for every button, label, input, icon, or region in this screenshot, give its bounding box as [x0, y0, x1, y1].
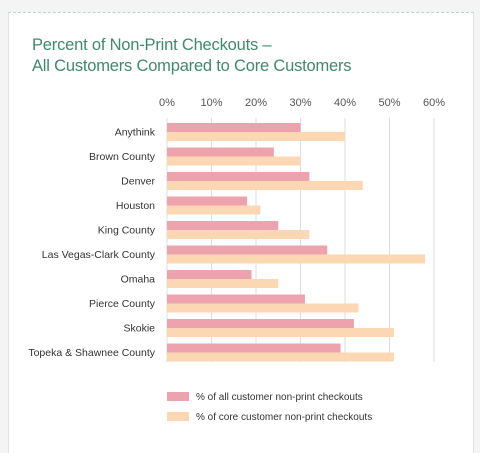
x-tick-label: 20% [245, 97, 267, 109]
legend-label-core-customers: % of core customer non-print checkouts [196, 412, 372, 423]
x-tick-label: 10% [200, 97, 222, 109]
bar-all-customers [167, 245, 328, 255]
bar-all-customers [167, 221, 279, 230]
category-label: Topeka & Shawnee County [28, 347, 155, 359]
chart-title: Percent of Non-Print Checkouts – All Cus… [32, 35, 352, 77]
x-tick-label: 60% [423, 97, 445, 109]
x-tick-label: 40% [334, 97, 356, 109]
bar-all-customers [167, 196, 248, 206]
x-tick-label: 30% [289, 97, 311, 109]
bar-all-customers [167, 172, 310, 181]
bar-core-customers [167, 205, 261, 215]
bar-all-customers [167, 343, 341, 353]
chart-title-line-2: All Customers Compared to Core Customers [32, 57, 352, 75]
category-label: Denver [121, 176, 155, 188]
bar-all-customers [167, 123, 301, 132]
bar-core-customers [167, 352, 394, 362]
legend-label-all-customers: % of all customer non-print checkouts [196, 392, 363, 403]
category-label: Pierce County [89, 298, 156, 310]
bar-core-customers [167, 156, 301, 166]
bar-core-customers [167, 328, 394, 337]
bar-core-customers [167, 230, 310, 239]
category-label: Las Vegas-Clark County [42, 249, 156, 261]
category-label: Brown County [89, 151, 156, 163]
legend-swatch-core-customers [167, 412, 189, 421]
category-label: Anythink [115, 127, 156, 139]
bar-all-customers [167, 147, 274, 157]
category-label: Omaha [121, 274, 156, 286]
bar-all-customers [167, 270, 252, 279]
bar-core-customers [167, 279, 279, 288]
bar-all-customers [167, 294, 305, 304]
bar-core-customers [167, 181, 363, 190]
x-tick-label: 50% [378, 97, 400, 109]
chart-title-line-1: Percent of Non-Print Checkouts – [32, 36, 272, 54]
category-label: Skokie [123, 323, 155, 335]
bar-core-customers [167, 254, 426, 264]
bar-all-customers [167, 319, 354, 328]
category-label: King County [98, 225, 156, 237]
bar-core-customers [167, 303, 359, 313]
bar-core-customers [167, 132, 345, 141]
legend-swatch-all-customers [167, 392, 189, 401]
x-tick-label: 0% [159, 97, 175, 109]
category-label: Houston [116, 200, 155, 212]
